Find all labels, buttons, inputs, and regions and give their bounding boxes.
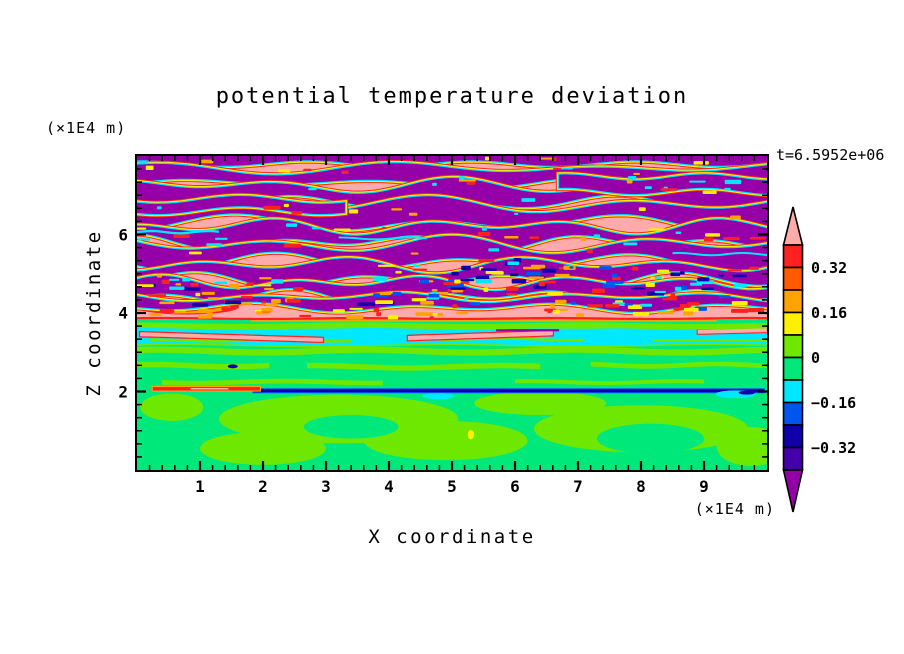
colorbar-label: −0.16 xyxy=(811,393,857,412)
plot-area xyxy=(135,154,769,472)
y-tick-label: 6 xyxy=(118,225,128,244)
colorbar-label: 0 xyxy=(811,348,821,367)
x-tick-label: 4 xyxy=(384,477,394,496)
plot-title: potential temperature deviation xyxy=(215,84,689,109)
x-tick-label: 8 xyxy=(636,477,646,496)
z-axis-title: Z coordinate xyxy=(83,229,105,397)
x-tick-label: 6 xyxy=(510,477,520,496)
colorbar-label: 0.16 xyxy=(811,303,848,322)
colorbar-label: −0.32 xyxy=(811,438,857,457)
x-tick-label: 2 xyxy=(258,477,268,496)
x-tick-label: 1 xyxy=(195,477,205,496)
x-tick-label: 5 xyxy=(447,477,457,496)
timestamp-label: t=6.5952e+06 xyxy=(776,146,885,164)
x-axis-title: X coordinate xyxy=(368,526,536,548)
x-axis-unit-label: (×1E4 m) xyxy=(694,500,775,518)
x-tick-label: 3 xyxy=(321,477,331,496)
y-tick-label: 2 xyxy=(118,382,128,401)
y-tick-label: 4 xyxy=(118,303,128,323)
contour-field xyxy=(137,156,767,470)
x-tick-label: 9 xyxy=(699,477,709,496)
colorbar xyxy=(782,206,804,513)
z-axis-unit-label: (×1E4 m) xyxy=(46,119,127,137)
colorbar-label: 0.32 xyxy=(811,258,848,277)
x-tick-label: 7 xyxy=(573,477,583,496)
